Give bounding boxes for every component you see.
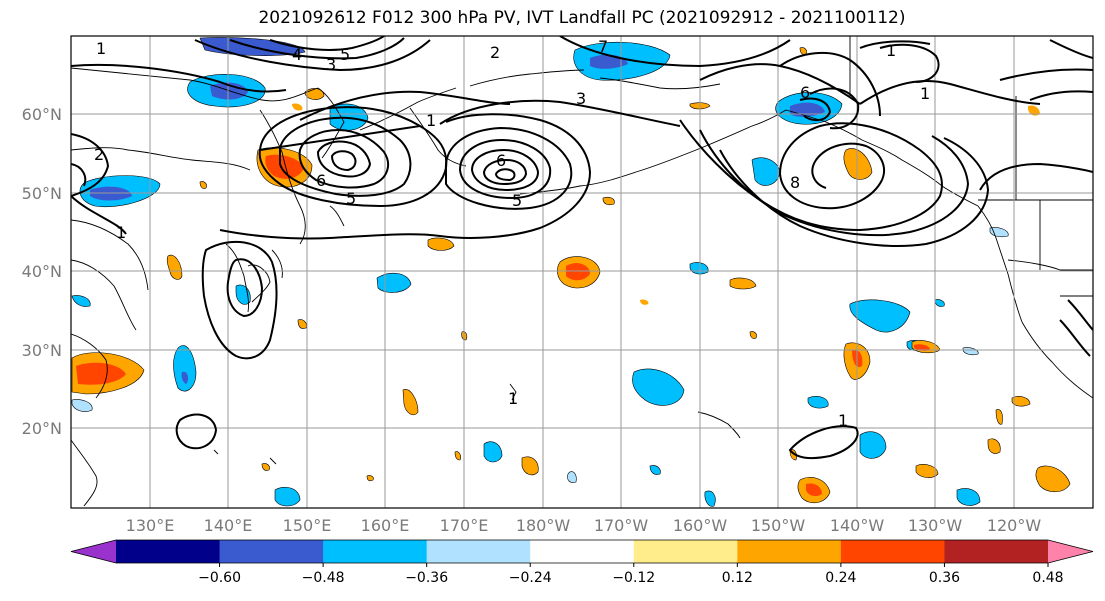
pv-contour-label: 8 <box>790 173 800 192</box>
colorbar-outline <box>70 539 1094 564</box>
colorbar-tick-label: −0.60 <box>198 570 241 586</box>
colorbar-segment <box>840 540 945 563</box>
map-border <box>70 35 1094 509</box>
colorbar-extend-min <box>71 540 116 563</box>
pv-contour-label: 3 <box>326 55 336 74</box>
pv-contour-label: 1 <box>838 411 848 430</box>
pv-contour-label: 3 <box>576 89 586 108</box>
lon-label: 120°W <box>987 516 1042 535</box>
pv-contour-label: 1 <box>96 39 106 58</box>
pv-contour-label: 2 <box>94 145 104 164</box>
negative-anomaly-fills <box>71 37 1009 507</box>
lon-label: 140°W <box>830 516 885 535</box>
pv-contour-label: 5 <box>512 191 522 210</box>
lon-label: 160°E <box>361 516 410 535</box>
colorbar-segment <box>737 540 842 563</box>
pv-contour-label: 1 <box>426 111 436 130</box>
colorbar-segment <box>530 540 635 563</box>
colorbar-tick-label: −0.36 <box>405 570 448 586</box>
colorbar-segment <box>219 540 324 563</box>
lon-label: 150°W <box>751 516 806 535</box>
pv-contour-label-group: 1 1 1 1 1 1 1 2 2 3 3 4 5 5 5 6 6 6 7 8 <box>94 37 930 430</box>
lon-label: 130°W <box>908 516 963 535</box>
colorbar-segment <box>116 540 221 563</box>
colorbar-tick-label: 0.12 <box>722 570 753 586</box>
lat-label: 50°N <box>22 184 62 203</box>
map-title: 2021092612 F012 300 hPa PV, IVT Landfall… <box>258 8 906 28</box>
pv-contour-label: 4 <box>292 45 302 64</box>
lon-label: 170°W <box>594 516 649 535</box>
colorbar-tick-label: 0.24 <box>825 570 856 586</box>
pv-contour-label: 1 <box>920 84 930 103</box>
pv-contour-label: 5 <box>346 189 356 208</box>
lon-label: 150°E <box>283 516 332 535</box>
lat-label: 30°N <box>22 341 62 360</box>
pv-contour-label: 1 <box>508 389 518 408</box>
pv-contour-label: 2 <box>490 43 500 62</box>
colorbar-tick-label: −0.48 <box>302 570 345 586</box>
pv-contour-label: 1 <box>116 223 126 242</box>
colorbar-segment <box>426 540 531 563</box>
lat-label: 20°N <box>22 419 62 438</box>
colorbar-tick-label: −0.24 <box>509 570 552 586</box>
pv-contour-label: 6 <box>800 83 810 102</box>
colorbar-tick-label: 0.36 <box>929 570 960 586</box>
latitude-labels: 60°N 50°N 40°N 30°N 20°N <box>22 105 62 438</box>
pv-contour-label: 6 <box>316 171 326 190</box>
pv-contour-lines <box>71 36 1093 459</box>
pv-contour-label: 1 <box>886 41 896 60</box>
lon-label: 170°E <box>440 516 489 535</box>
lon-label: 130°E <box>126 516 175 535</box>
lat-label: 40°N <box>22 262 62 281</box>
pv-contour-label: 6 <box>496 151 506 170</box>
colorbar-segment <box>633 540 738 563</box>
pv-contour-label: 7 <box>598 37 608 56</box>
lat-label: 60°N <box>22 105 62 124</box>
colorbar-segment <box>323 540 428 563</box>
longitude-labels: 130°E 140°E 150°E 160°E 170°E 180°W 170°… <box>126 516 1042 535</box>
lon-label: 180°W <box>516 516 571 535</box>
lon-label: 160°W <box>673 516 728 535</box>
colorbar-segment <box>944 540 1049 563</box>
colorbar-tick-label: −0.12 <box>612 570 655 586</box>
pv-contour-label: 5 <box>340 45 350 64</box>
colorbar-tick-label: 0.48 <box>1032 570 1063 586</box>
colorbar: −0.60 −0.48 −0.36 −0.24 −0.12 0.12 0.24 0.36 0.4… <box>70 539 1094 586</box>
colorbar-extend-max <box>1048 540 1093 563</box>
lon-label: 140°E <box>204 516 253 535</box>
